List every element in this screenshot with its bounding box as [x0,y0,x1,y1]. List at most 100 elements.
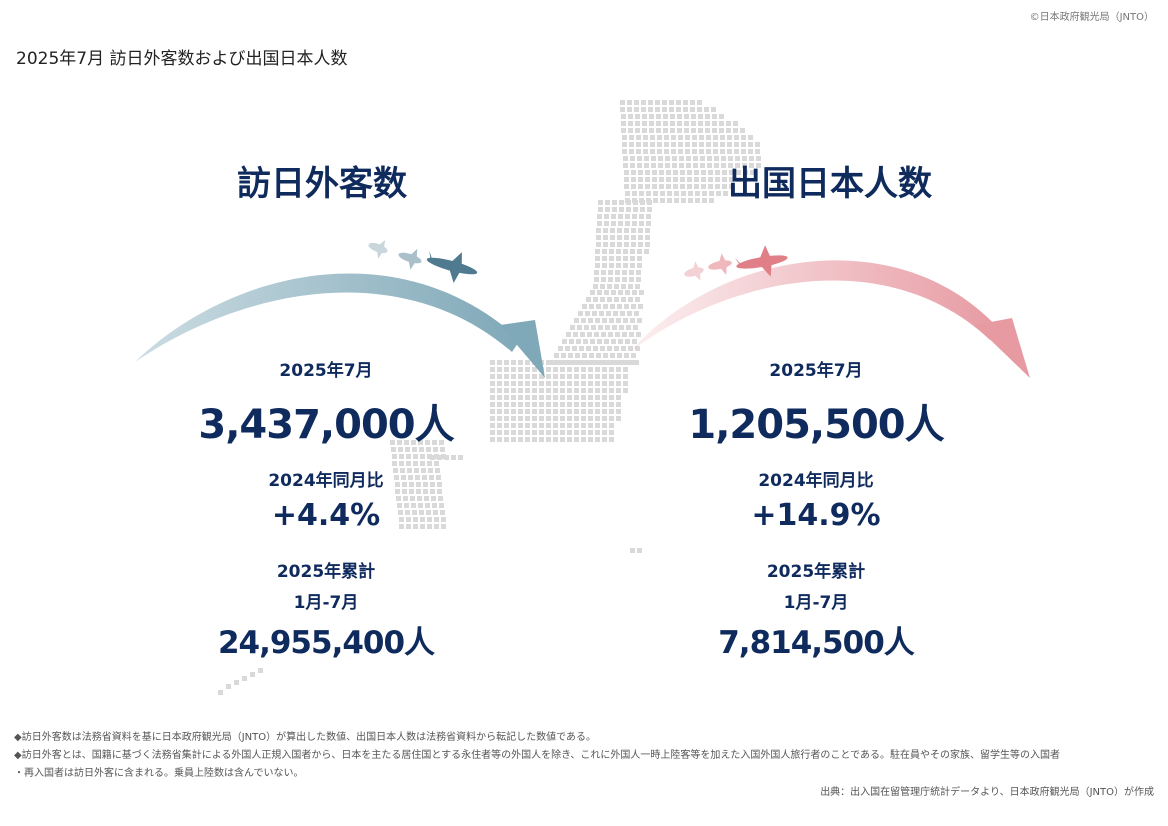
map-dot [736,170,741,175]
map-dot [629,135,634,140]
map-dot [630,256,635,261]
map-dot [595,256,600,261]
map-dot [595,374,600,379]
map-dot [539,374,544,379]
map-dot [532,416,537,421]
map-dot [636,277,641,282]
inbound-cum-label: 2025年累計 [276,562,376,582]
map-dot [663,121,668,126]
map-dot [609,256,614,261]
map-dot [560,367,565,372]
map-dot [677,114,682,119]
map-dot [402,482,407,487]
map-dot [722,184,727,189]
map-dot [624,228,629,233]
map-dot [631,177,636,182]
map-dot [617,304,622,309]
map-dot [511,374,516,379]
map-dot [518,395,523,400]
map-dot [553,402,558,407]
map-dot [603,242,608,247]
map-dot [677,128,682,133]
map-dot [659,170,664,175]
map-dot [511,402,516,407]
map-dot [581,318,586,323]
map-dot [646,214,651,219]
map-dot [673,177,678,182]
map-dot [741,149,746,154]
map-dot [667,198,672,203]
map-dot [630,156,635,161]
map-dot [438,496,443,501]
map-dot [567,430,572,435]
map-dot [642,114,647,119]
map-dot [621,346,626,351]
map-dot [698,114,703,119]
map-dot [585,311,590,316]
map-dot [567,367,572,372]
map-dot [609,430,614,435]
map-dot [437,455,442,460]
map-dot [639,191,644,196]
map-dot [671,142,676,147]
map-dot [588,430,593,435]
map-dot [669,107,674,112]
map-dot [728,156,733,161]
map-dot [602,395,607,400]
map-dot [574,409,579,414]
map-dot [406,461,411,466]
map-dot [706,135,711,140]
map-dot [666,177,671,182]
map-dot [601,332,606,337]
map-dot [422,475,427,480]
map-dot [425,440,430,445]
map-dot [652,170,657,175]
map-dot [628,114,633,119]
map-dot [574,416,579,421]
map-dot [610,304,615,309]
map-dot [504,402,509,407]
map-dot [729,170,734,175]
map-dot [719,121,724,126]
map-dot [720,149,725,154]
map-dot [655,100,660,105]
map-dot [574,437,579,442]
map-dot [596,353,601,358]
map-dot [634,107,639,112]
map-dot [609,263,614,268]
map-dot [595,423,600,428]
map-dot [609,388,614,393]
map-dot [630,163,635,168]
map-dot [599,360,604,365]
map-dot [602,437,607,442]
map-dot [662,100,667,105]
map-dot [626,200,631,205]
footnote: ・再入国者は訪日外客に含まれる。乗員上陸数は含んでいない。 [14,768,304,779]
map-dot [624,170,629,175]
map-dot [749,163,754,168]
map-dot [518,367,523,372]
map-dot [603,353,608,358]
map-dot [620,107,625,112]
map-dot [686,163,691,168]
map-dot [595,367,600,372]
map-dot [418,440,423,445]
map-dot [630,548,635,553]
map-dot [218,690,223,695]
map-dot [625,290,630,295]
map-dot [420,524,425,529]
map-dot [627,360,632,365]
map-dot [406,517,411,522]
map-dot [653,198,658,203]
map-dot [518,388,523,393]
airplane-icon-outbound [684,245,788,281]
map-dot [611,214,616,219]
map-dot [546,437,551,442]
map-dot [539,388,544,393]
map-dot [609,318,614,323]
map-dot [497,367,502,372]
map-dot [234,680,239,685]
map-dot [645,242,650,247]
map-dot [712,114,717,119]
map-dot [553,423,558,428]
